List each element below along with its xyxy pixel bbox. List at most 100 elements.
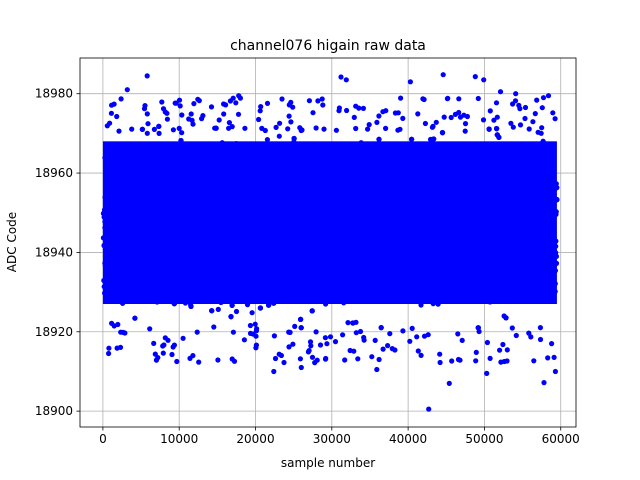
data-point bbox=[522, 244, 529, 250]
data-point bbox=[421, 242, 427, 248]
data-point bbox=[331, 204, 337, 210]
data-point bbox=[115, 200, 122, 206]
data-point bbox=[428, 193, 434, 199]
data-point bbox=[265, 178, 271, 184]
data-point bbox=[429, 171, 435, 177]
data-point bbox=[126, 197, 132, 203]
data-point bbox=[412, 262, 418, 268]
data-point bbox=[150, 246, 156, 252]
data-point bbox=[489, 266, 495, 273]
data-point bbox=[276, 133, 282, 139]
data-point bbox=[271, 287, 277, 294]
data-point bbox=[280, 278, 286, 284]
data-point bbox=[512, 225, 519, 231]
data-point bbox=[552, 281, 558, 287]
data-point bbox=[319, 186, 325, 192]
data-point bbox=[291, 288, 297, 294]
data-point bbox=[225, 214, 231, 220]
data-point bbox=[152, 192, 158, 198]
data-point bbox=[257, 285, 263, 291]
data-point bbox=[382, 245, 388, 251]
data-point bbox=[453, 249, 459, 255]
data-point bbox=[176, 206, 183, 212]
data-point bbox=[427, 283, 434, 290]
data-point bbox=[500, 174, 506, 180]
data-point bbox=[444, 150, 450, 156]
data-point bbox=[207, 277, 213, 283]
data-point bbox=[323, 289, 329, 295]
data-point bbox=[263, 276, 269, 282]
data-point bbox=[547, 187, 553, 193]
data-point bbox=[445, 157, 451, 163]
data-point bbox=[317, 171, 323, 177]
data-point bbox=[269, 188, 276, 194]
data-point bbox=[520, 234, 526, 240]
data-point bbox=[156, 123, 162, 129]
data-point bbox=[313, 241, 319, 247]
data-point bbox=[395, 269, 401, 275]
data-point bbox=[203, 160, 209, 166]
data-point bbox=[364, 250, 370, 256]
data-point bbox=[436, 267, 443, 273]
data-point bbox=[525, 293, 531, 299]
data-point bbox=[514, 280, 520, 286]
data-point bbox=[114, 214, 121, 220]
data-point bbox=[314, 210, 320, 216]
data-point bbox=[126, 236, 132, 242]
data-point bbox=[167, 257, 173, 263]
data-point bbox=[311, 152, 318, 158]
data-point bbox=[236, 205, 242, 211]
data-point bbox=[444, 222, 450, 228]
data-point bbox=[462, 147, 468, 153]
data-point bbox=[339, 151, 345, 157]
data-point bbox=[514, 192, 520, 198]
data-point bbox=[333, 238, 339, 244]
data-point bbox=[106, 158, 112, 164]
data-point bbox=[480, 199, 486, 205]
data-point bbox=[255, 190, 261, 196]
data-point bbox=[431, 244, 437, 250]
data-point bbox=[386, 236, 392, 242]
data-point bbox=[491, 274, 498, 281]
data-point bbox=[127, 283, 133, 289]
data-point bbox=[100, 235, 106, 241]
data-point bbox=[228, 243, 234, 249]
data-point bbox=[487, 162, 493, 168]
data-point bbox=[348, 267, 354, 273]
data-point bbox=[209, 308, 215, 314]
data-point bbox=[339, 296, 345, 302]
data-point bbox=[469, 236, 475, 242]
data-point bbox=[257, 257, 263, 263]
data-point bbox=[154, 275, 160, 281]
data-point bbox=[507, 145, 513, 151]
data-point bbox=[410, 220, 416, 226]
data-point bbox=[201, 241, 207, 247]
data-point bbox=[486, 168, 492, 174]
data-point bbox=[209, 195, 216, 201]
data-point bbox=[210, 170, 216, 176]
data-point bbox=[403, 206, 410, 212]
data-point bbox=[508, 156, 514, 162]
data-point bbox=[220, 266, 227, 272]
data-point bbox=[141, 263, 147, 269]
data-point bbox=[132, 267, 138, 273]
data-point bbox=[451, 160, 457, 166]
data-point bbox=[456, 200, 462, 206]
data-point bbox=[419, 208, 425, 214]
data-point bbox=[308, 235, 314, 241]
data-point bbox=[315, 266, 321, 272]
data-point bbox=[534, 164, 540, 170]
data-point bbox=[534, 231, 540, 237]
data-point bbox=[131, 210, 137, 216]
data-point bbox=[218, 299, 224, 305]
data-point bbox=[436, 178, 443, 184]
data-point bbox=[398, 181, 404, 187]
data-point bbox=[330, 265, 336, 271]
data-point bbox=[194, 290, 200, 296]
data-point bbox=[389, 232, 395, 238]
data-point bbox=[110, 199, 117, 205]
data-point bbox=[111, 190, 117, 196]
data-point bbox=[312, 193, 318, 199]
data-point bbox=[299, 196, 305, 202]
data-point bbox=[221, 250, 227, 256]
